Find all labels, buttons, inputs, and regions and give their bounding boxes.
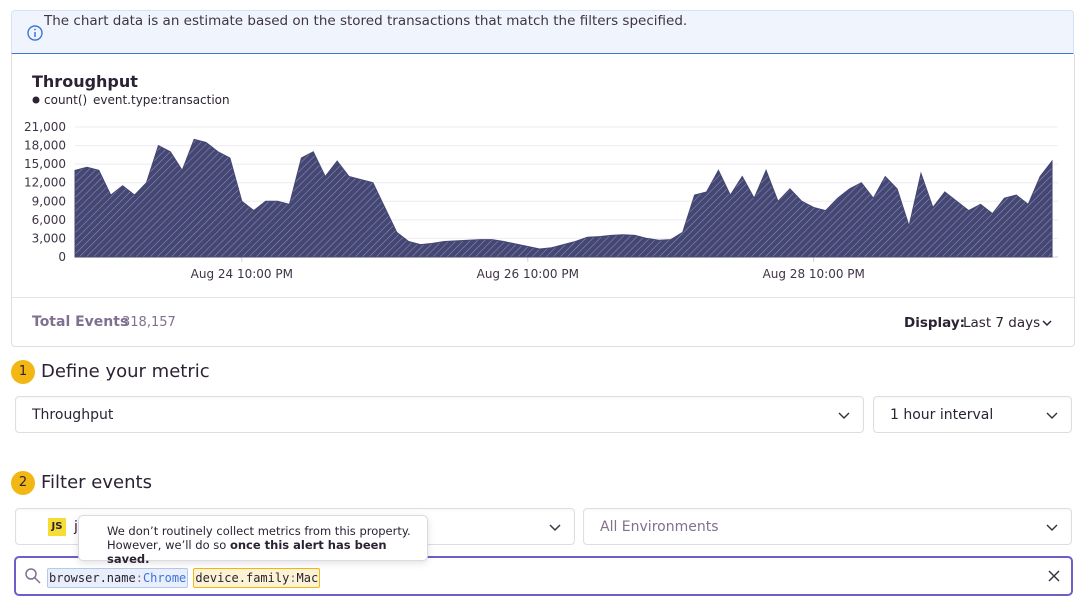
metric-select[interactable]: Throughput [15, 396, 864, 433]
x-tick-label: Aug 28 10:00 PM [763, 267, 865, 281]
select-value: Throughput [32, 407, 114, 423]
chevron [838, 412, 850, 420]
banner-text: The chart data is an estimate based on t… [44, 13, 688, 29]
y-tick-label: 12,000 [24, 176, 66, 190]
clear-button[interactable] [1047, 569, 1061, 583]
select-value: j [74, 519, 78, 535]
token-key: device.family [195, 571, 290, 585]
select-value: All Environments [600, 519, 719, 535]
token-separator: : [135, 571, 143, 585]
chevron [549, 524, 561, 532]
step-badge: 2 [11, 471, 35, 495]
chevron [1042, 320, 1052, 327]
y-tick-label: 15,000 [24, 157, 66, 171]
display-value[interactable]: Last 7 days [963, 315, 1041, 331]
y-tick-label: 21,000 [24, 120, 66, 134]
tooltip-line: We don’t routinely collect metrics from … [107, 524, 411, 538]
display-label: Display: [904, 315, 966, 331]
search-bar[interactable]: browser.name:Chrome device.family:Mac [14, 556, 1073, 596]
legend-dot [32, 96, 40, 104]
chart-title: Throughput [32, 72, 138, 91]
divider [12, 297, 1074, 298]
search-token[interactable]: browser.name:Chrome [47, 568, 189, 588]
step-badge: 1 [11, 360, 35, 384]
tooltip: We don’t routinely collect metrics from … [78, 515, 428, 566]
x-tick-label: Aug 26 10:00 PM [477, 267, 579, 281]
total-value: 318,157 [122, 315, 176, 330]
tooltip-line: However, we’ll do so once this alert has… [107, 538, 427, 566]
y-tick-label: 18,000 [24, 139, 66, 153]
select-value: 1 hour interval [890, 407, 994, 423]
y-tick-label: 0 [58, 250, 66, 264]
token-key: browser.name [49, 571, 136, 585]
token-value: Chrome [142, 571, 187, 585]
tooltip-text: However, we’ll do so [107, 538, 227, 552]
search-tokens: browser.name:Chrome device.family:Mac [47, 567, 321, 588]
environment-select[interactable]: All Environments [583, 508, 1072, 545]
y-tick-label: 9,000 [32, 194, 66, 208]
search-token[interactable]: device.family:Mac [193, 568, 321, 588]
chart: Throughput count() event.type:transactio… [24, 72, 1058, 281]
total-label: Total Events [32, 314, 129, 330]
y-tick-label: 6,000 [32, 213, 66, 227]
y-tick-label: 3,000 [32, 231, 66, 245]
info-icon [27, 25, 43, 41]
info-banner [11, 10, 1074, 54]
step-title: Define your metric [41, 361, 210, 382]
step-title: Filter events [41, 472, 152, 493]
legend-query: event.type:transaction [93, 93, 230, 107]
legend-series: count() [44, 93, 87, 107]
token-separator: : [289, 571, 297, 585]
chevron [1046, 412, 1058, 420]
js-icon: JS [48, 518, 66, 536]
area [74, 138, 1053, 258]
search-icon [25, 568, 41, 584]
x-tick-label: Aug 24 10:00 PM [191, 267, 293, 281]
tooltip-bold: once this alert has been saved. [107, 538, 387, 566]
token-value: Mac [296, 571, 319, 585]
chevron [1046, 524, 1058, 532]
interval-select[interactable]: 1 hour interval [873, 396, 1072, 433]
chart-panel [11, 54, 1075, 347]
